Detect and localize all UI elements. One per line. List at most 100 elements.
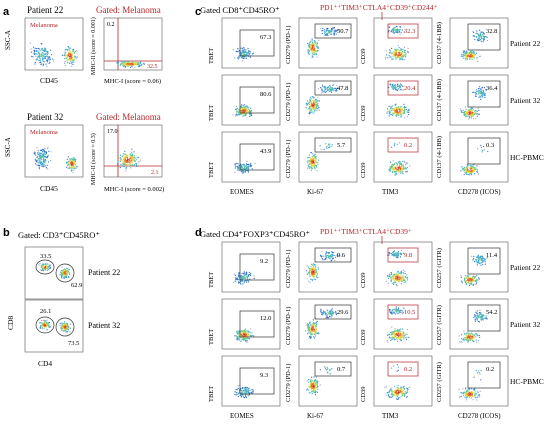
c-row3-ylabel-3: CD39 xyxy=(360,162,367,178)
panel-label-c: c xyxy=(195,6,201,18)
d-row2-patient: Patient 32 xyxy=(510,320,540,329)
b-row2-pct-cd4: 73.5 xyxy=(68,340,79,347)
c-row2-patient: Patient 32 xyxy=(510,96,540,105)
c-row2-col4-pct: 36.4 xyxy=(486,85,498,92)
b-xlabel: CD4 xyxy=(38,359,52,368)
c-row1-col3-pct: 32.3 xyxy=(404,28,415,35)
c-header-red: PD1⁺⁺TIM3⁺CTLA4⁺CD39⁺CD244⁺ xyxy=(320,3,438,12)
c-row3-patient: HC-PBMC xyxy=(510,153,544,162)
c-row1-col2-plot: 50.7 CD279 (PD-1) xyxy=(285,17,358,69)
d-row1-col2-plot: 9.6 CD279 (PD-1) xyxy=(285,241,358,293)
d-row1-col3-plot: 9.8 CD39 xyxy=(360,241,433,293)
c-row1-ylabel-3: CD39 xyxy=(360,48,367,64)
c-xlabel-2: Ki-67 xyxy=(307,188,324,196)
d-row1-col2-pct: 9.6 xyxy=(337,252,346,259)
d-xlabel-4: CD278 (ICOS) xyxy=(458,412,501,420)
c-row2-col2-plot: 47.8 CD279 (PD-1) xyxy=(285,74,358,126)
d-row1-ylabel-3: CD39 xyxy=(360,272,367,288)
d-xlabel-1: EOMES xyxy=(230,412,254,420)
a-gated-title-2: Gated: Melanoma xyxy=(96,112,161,122)
d-row3-col4-plot: 0.2 CD257 (GITR) CD278 (ICOS) xyxy=(436,355,509,420)
d-row2-col2-plot: 29.6 CD279 (PD-1) xyxy=(285,298,358,350)
c-row2-ylabel-1: TBET xyxy=(208,105,215,121)
a-row2-ssc-plot: Melanoma SSC-A CD45 xyxy=(4,124,84,193)
c-row3-ylabel-4: CD137 (4-1BB) xyxy=(436,136,443,178)
c-row2-col3-plot: 20.4 CD39 xyxy=(360,74,433,126)
c-row2-col3-pct: 20.4 xyxy=(404,85,416,92)
b-title: Gated: CD3⁺CD45RO⁺ xyxy=(18,230,100,240)
b-row1-plot: 33.5 62.9 xyxy=(24,246,84,300)
c-row3-col3-pct: 0.2 xyxy=(404,142,412,149)
a-row2-mhc-ii-label: MHC-II (score = 0.3) xyxy=(90,133,97,185)
c-row3-ylabel-1: TBET xyxy=(208,162,215,178)
b-row2-pct-cd8: 26.1 xyxy=(40,308,51,315)
d-title: Gated CD4⁺FOXP3⁺CD45RO⁺ xyxy=(200,229,310,239)
c-row1-ylabel-2: CD279 (PD-1) xyxy=(285,26,292,64)
d-row1-col1-pct: 9.2 xyxy=(260,258,268,265)
d-row1-patient: Patient 22 xyxy=(510,263,540,272)
b-row2-patient: Patient 32 xyxy=(88,321,120,330)
a-row2-ssc-label: SSC-A xyxy=(4,137,12,157)
c-row2-col4-plot: 36.4 CD137 (4-1BB) xyxy=(436,74,509,126)
d-row2-ylabel-4: CD257 (GITR) xyxy=(436,305,443,345)
c-row1-col4-plot: 32.8 CD137 (4-1BB) xyxy=(436,17,509,69)
a-row2-mhc-i-label: MHC-I (score = 0.002) xyxy=(104,186,164,193)
a-row1-ssc-plot: Melanoma SSC-A CD45 xyxy=(4,17,84,85)
c-row2-col1-plot: 80.6 TBET xyxy=(208,74,281,126)
c-row2-ylabel-3: CD39 xyxy=(360,105,367,121)
c-row2-ylabel-4: CD137 (4-1BB) xyxy=(436,79,443,121)
d-row2-col4-pct: 54.2 xyxy=(486,309,497,316)
d-row3-patient: HC-PBMC xyxy=(510,377,544,386)
a-row1-q-top-left: 0.2 xyxy=(107,22,115,28)
c-row2-col2-pct: 47.8 xyxy=(337,85,348,92)
panel-d: Gated CD4⁺FOXP3⁺CD45RO⁺ PD1⁺⁺TIM3⁺CTLA4⁺C… xyxy=(200,227,544,420)
c-row2-ylabel-2: CD279 (PD-1) xyxy=(285,83,292,121)
b-row1-patient: Patient 22 xyxy=(88,268,120,277)
d-row1-ylabel-2: CD279 (PD-1) xyxy=(285,250,292,288)
c-row1-patient: Patient 22 xyxy=(510,39,540,48)
d-row2-ylabel-1: TBET xyxy=(208,329,215,345)
d-row3-col2-plot: 0.7 CD279 (PD-1) Ki-67 xyxy=(285,355,358,420)
c-row2-col1-pct: 80.6 xyxy=(260,91,272,98)
c-row1-ylabel-4: CD137 (4-1BB) xyxy=(436,22,443,64)
a-row2-q-top-left: 17.0 xyxy=(107,129,118,135)
d-xlabel-2: Ki-67 xyxy=(307,412,324,420)
d-row1-col3-pct: 9.8 xyxy=(404,252,412,259)
c-xlabel-1: EOMES xyxy=(230,188,254,196)
d-row3-col1-pct: 9.3 xyxy=(260,372,268,379)
d-row3-ylabel-1: TBET xyxy=(208,386,215,402)
c-title: Gated CD8⁺CD45RO⁺ xyxy=(200,5,280,15)
c-row1-ylabel-1: TBET xyxy=(208,48,215,64)
a-row2-patient: Patient 32 xyxy=(27,112,63,122)
c-row1-col1-plot: 67.3 TBET xyxy=(208,17,281,69)
d-row3-col3-pct: 0.2 xyxy=(404,366,412,373)
c-row3-col2-pct: 5.7 xyxy=(337,142,346,149)
d-row1-col4-plot: 11.4 CD257 (GITR) xyxy=(436,241,509,293)
d-row2-col2-pct: 29.6 xyxy=(337,309,349,316)
panel-b: Gated: CD3⁺CD45RO⁺ 33.5 62.9 Patient 22 … xyxy=(6,230,120,368)
d-row3-col2-pct: 0.7 xyxy=(337,366,346,373)
a-row1-ssc-label: SSC-A xyxy=(4,30,12,50)
b-row1-pct-cd8: 33.5 xyxy=(40,253,51,260)
a-row2-gate-label: Melanoma xyxy=(30,129,58,136)
d-row2-col4-plot: 54.2 CD257 (GITR) xyxy=(436,298,509,350)
d-row3-col4-pct: 0.2 xyxy=(486,366,494,373)
panel-label-b: b xyxy=(3,227,10,239)
d-row3-col1-plot: 9.3 TBET EOMES xyxy=(208,355,281,420)
c-row1-col2-pct: 50.7 xyxy=(337,28,349,35)
panel-label-a: a xyxy=(3,6,10,18)
panel-c: Gated CD8⁺CD45RO⁺ PD1⁺⁺TIM3⁺CTLA4⁺CD39⁺CD… xyxy=(200,3,544,196)
d-row1-ylabel-4: CD257 (GITR) xyxy=(436,248,443,288)
d-header-red: PD1⁺⁺TIM3⁺CTLA4⁺CD39⁺ xyxy=(320,227,412,236)
c-xlabel-4: CD278 (ICOS) xyxy=(458,188,501,196)
c-xlabel-3: TIM3 xyxy=(382,188,399,196)
a-gated-title-1: Gated: Melanoma xyxy=(96,5,161,15)
a-row1-patient: Patient 22 xyxy=(27,5,63,15)
c-row3-col4-plot: 0.3 CD137 (4-1BB) CD278 (ICOS) xyxy=(436,131,509,196)
a-row2-cd45-label: CD45 xyxy=(40,184,58,193)
c-row3-ylabel-2: CD279 (PD-1) xyxy=(285,140,292,178)
d-row2-ylabel-2: CD279 (PD-1) xyxy=(285,307,292,345)
d-row2-col1-pct: 12.0 xyxy=(260,315,271,322)
a-row1-q-bottom-right: 32.5 xyxy=(147,64,158,70)
